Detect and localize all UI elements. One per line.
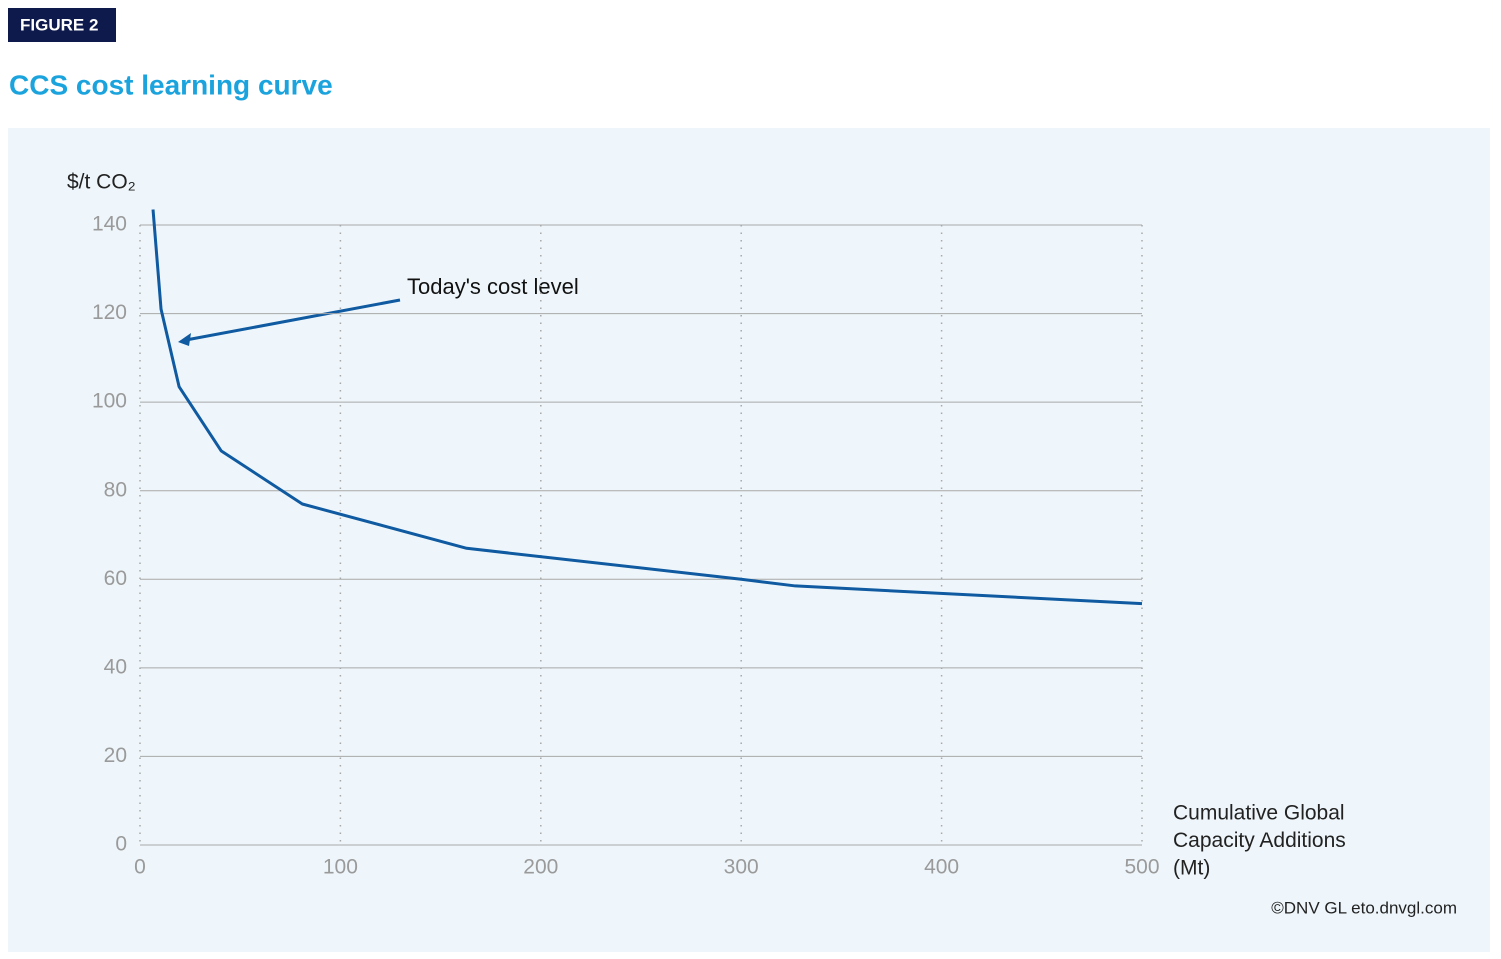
x-tick-label: 500 — [1124, 856, 1159, 879]
y-tick-label: 140 — [92, 213, 127, 236]
y-tick-label: 60 — [104, 567, 127, 590]
chart-title: CCS cost learning curve — [9, 69, 333, 100]
y-tick-label: 0 — [115, 833, 127, 856]
y-tick-label: 80 — [104, 478, 127, 501]
y-tick-label: 100 — [92, 390, 127, 413]
x-tick-label: 0 — [134, 856, 146, 879]
y-tick-label: 40 — [104, 655, 127, 678]
line — [151, 209, 1143, 606]
plot-panel — [8, 128, 1490, 952]
x-tick-label: 200 — [523, 856, 558, 879]
y-tick-label: 120 — [92, 301, 127, 324]
figure-badge — [8, 8, 116, 42]
annotation-arrow — [185, 298, 401, 342]
y-tick-label: 20 — [104, 744, 127, 767]
annotation: Today's cost level — [407, 274, 579, 299]
x-axis-label: (Mt) — [1173, 857, 1210, 880]
source: ©DNV GL eto.dnvgl.com — [1271, 898, 1457, 917]
y-axis-label: $/t CO₂ — [67, 171, 136, 194]
x-tick-label: 100 — [323, 856, 358, 879]
annotation-arrowhead — [178, 333, 191, 346]
x-tick-label: 400 — [924, 856, 959, 879]
x-tick-label: 300 — [724, 856, 759, 879]
figure-label: FIGURE 2 — [20, 15, 98, 34]
x-axis-label: Capacity Additions — [1173, 829, 1346, 852]
x-axis-label: Cumulative Global — [1173, 802, 1345, 825]
